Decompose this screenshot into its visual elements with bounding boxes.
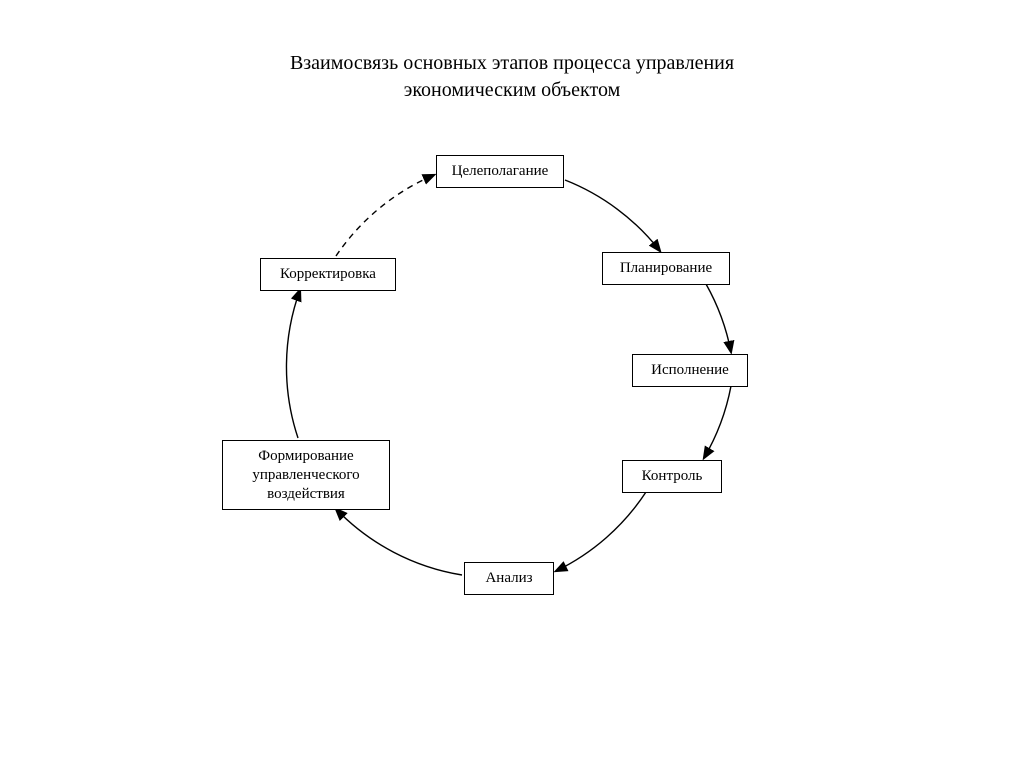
arc-plan-exec [706, 284, 731, 352]
arc-formation-correction [286, 290, 300, 438]
arc-control-analysis [556, 492, 646, 571]
arc-goal-plan [565, 180, 660, 251]
cycle-diagram: Целеполагание Планирование Исполнение Контр… [0, 0, 1024, 767]
node-exec: Исполнение [632, 354, 748, 387]
arc-analysis-formation [336, 509, 462, 575]
arc-layer [0, 0, 1024, 767]
arc-correction-goal [336, 175, 434, 256]
node-analysis: Анализ [464, 562, 554, 595]
node-formation: Формирование управленческого воздействия [222, 440, 390, 510]
node-goal: Целеполагание [436, 155, 564, 188]
arc-exec-control [704, 386, 731, 458]
node-correction: Корректировка [260, 258, 396, 291]
node-control: Контроль [622, 460, 722, 493]
node-plan: Планирование [602, 252, 730, 285]
